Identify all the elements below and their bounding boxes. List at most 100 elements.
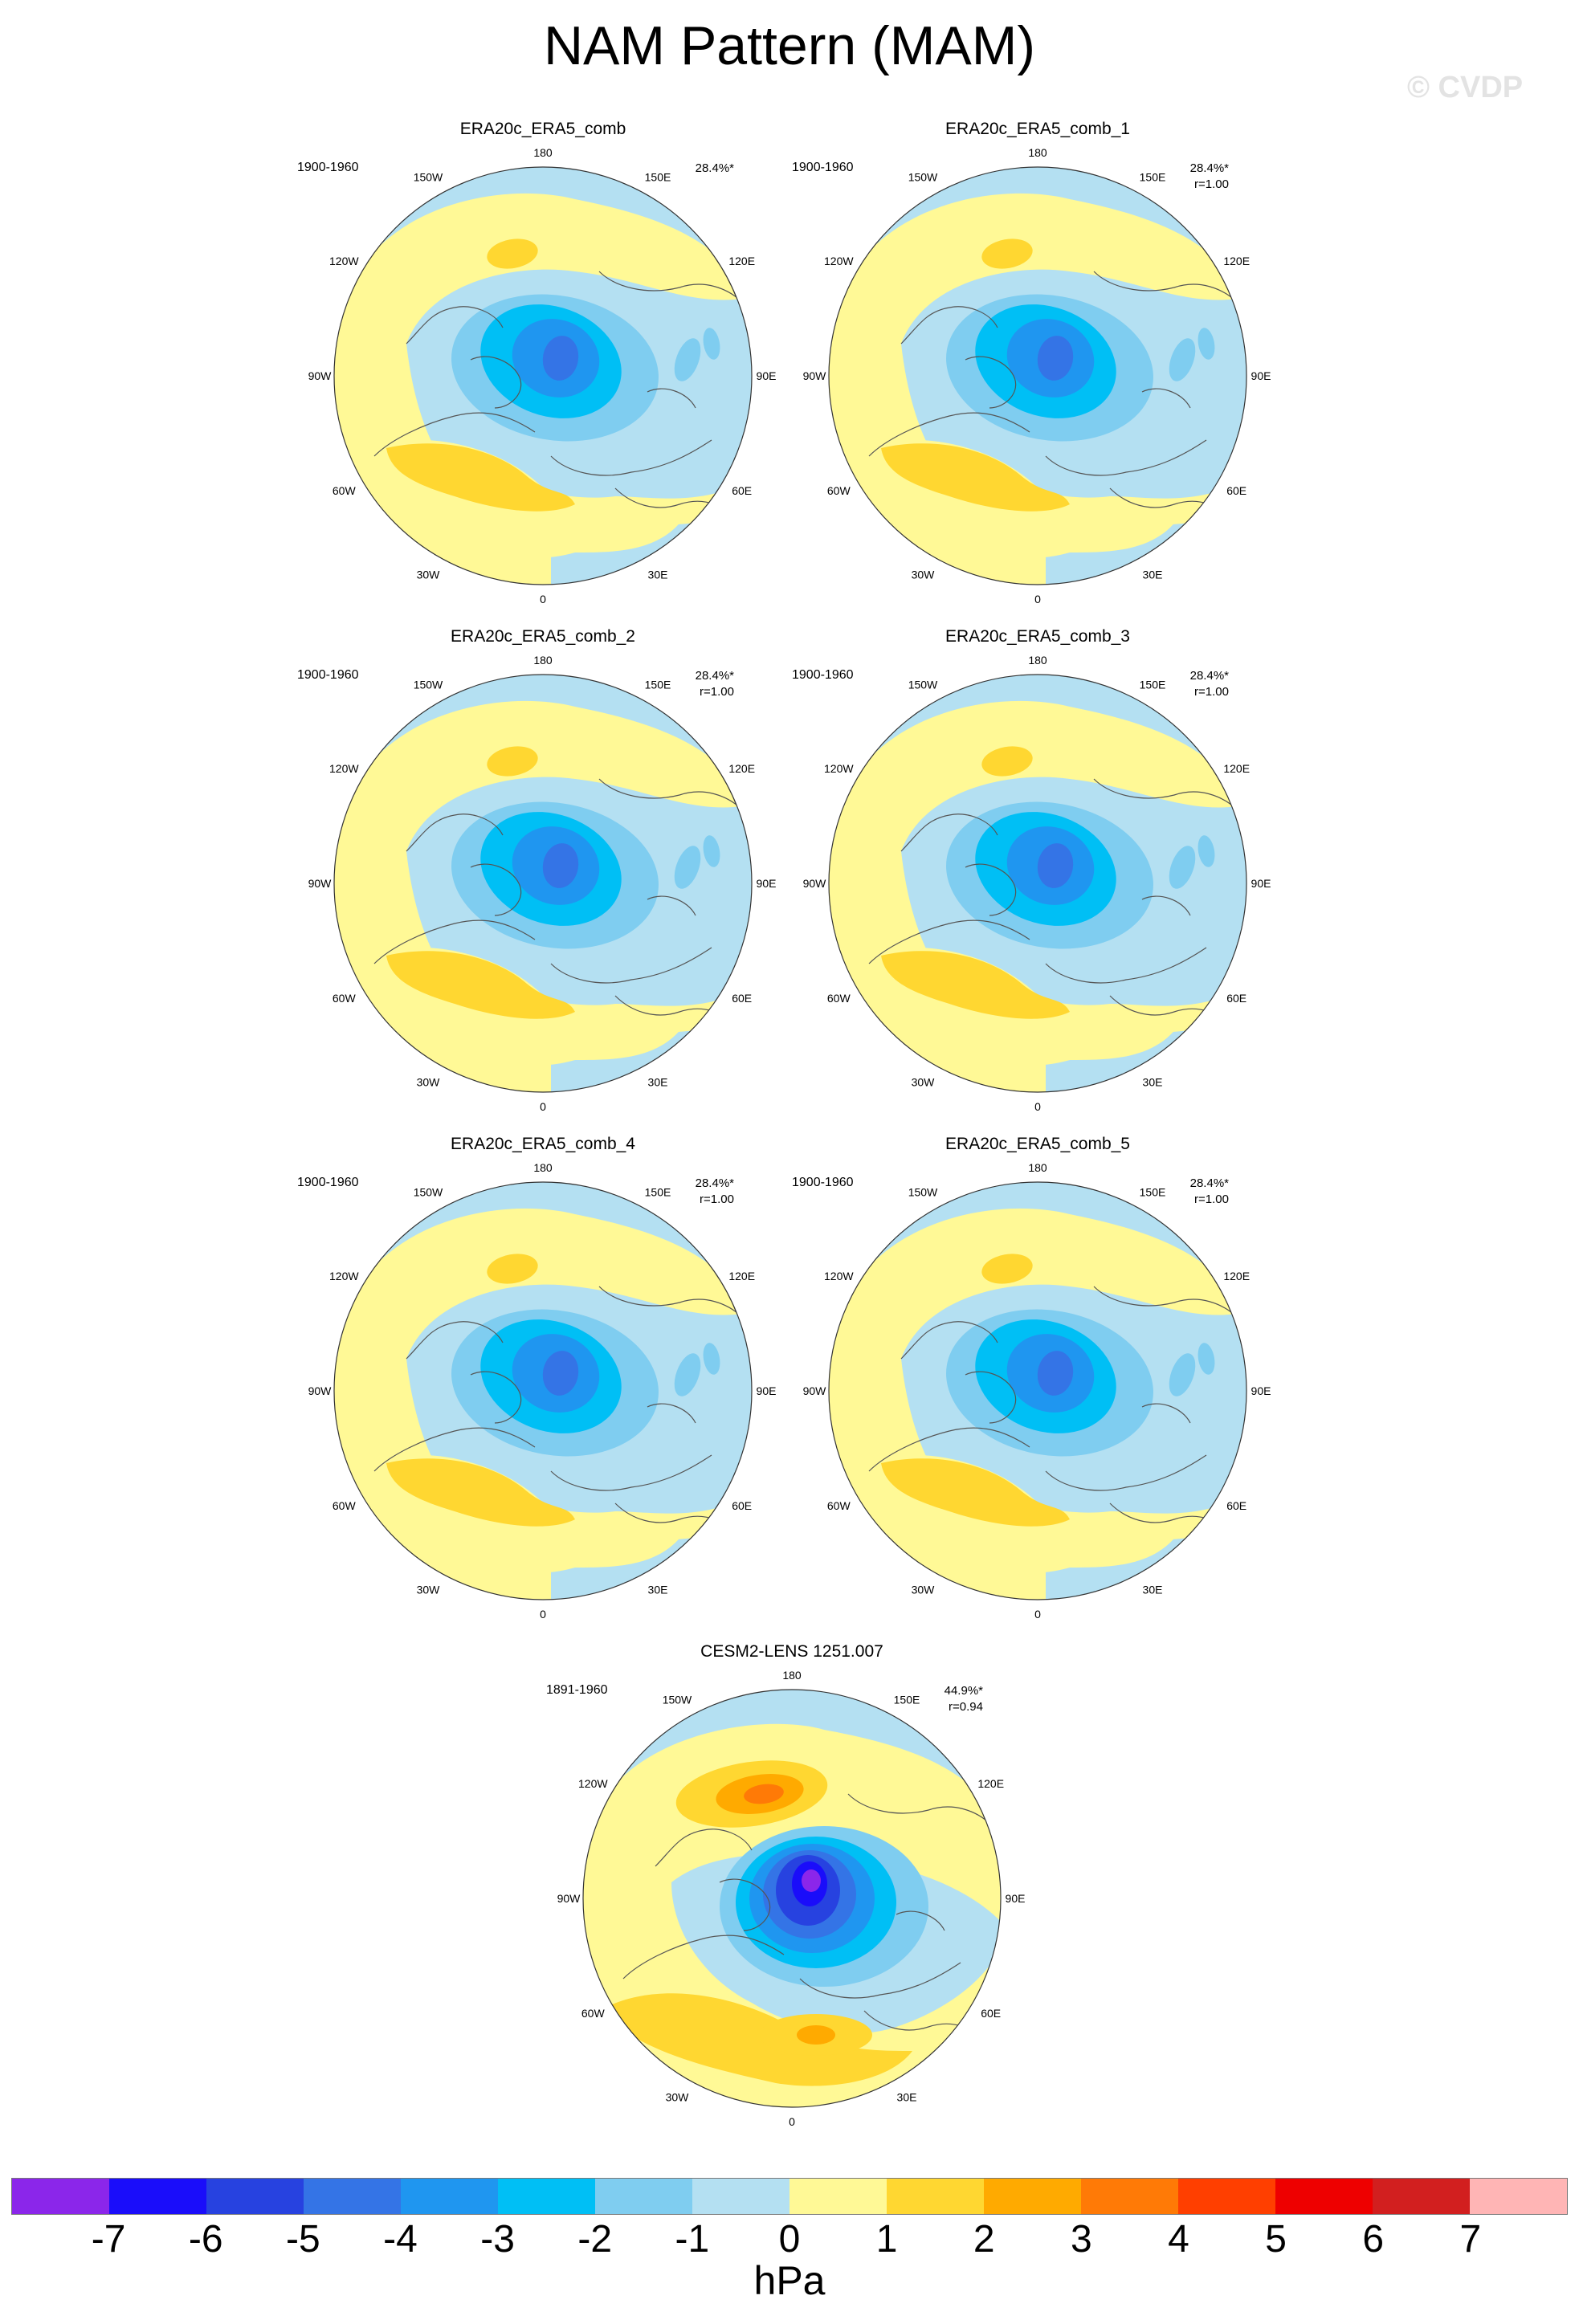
longitude-label: 150E (1140, 678, 1166, 691)
panel-period: 1900-1960 (792, 1176, 854, 1189)
coastline (900, 813, 998, 852)
map-panel: 180 150E 120E 90E 60E 30E 0 30W 60W 90W 120W 150W ER… (294, 1134, 792, 1624)
coastline (373, 919, 536, 964)
longitude-label: 150E (645, 1185, 671, 1198)
longitude-label: 180 (533, 654, 553, 667)
asia-patch-1 (674, 1353, 701, 1396)
colorbar-box (1373, 2179, 1470, 2214)
arctic-contour-4 (1037, 1351, 1074, 1396)
map-boundary (828, 166, 1247, 585)
map-boundary (828, 674, 1247, 1093)
longitude-label: 90W (803, 1384, 827, 1397)
pacific-gold-blob (487, 239, 538, 269)
coastline (406, 306, 504, 345)
longitude-label: 60E (732, 1499, 752, 1512)
coastline (1045, 439, 1207, 476)
longitude-label: 90W (308, 1384, 333, 1397)
longitude-label: 60E (732, 484, 752, 497)
panel-title: ERA20c_ERA5_comb_1 (945, 120, 1130, 138)
pacific-gold-blob (981, 239, 1033, 269)
pacific-gold-blob (487, 746, 538, 777)
longitude-label: 180 (782, 1669, 802, 1682)
longitude-label: 120E (728, 255, 755, 267)
pacific-gold-blob (981, 746, 1033, 777)
longitude-label: 180 (1028, 1161, 1047, 1174)
coastline (1045, 947, 1207, 984)
longitude-label: 30E (1143, 569, 1163, 581)
longitude-label: 150E (894, 1693, 920, 1706)
longitude-label: 180 (533, 1161, 553, 1174)
longitude-label: 120E (1223, 255, 1250, 267)
map-panel: 180 150E 120E 90E 60E 30E 0 30W 60W 90W 120W 150W ER… (789, 626, 1287, 1116)
variance-explained: 28.4%* (1189, 669, 1229, 683)
colorbar-tick-label: 4 (1168, 2218, 1189, 2261)
colorbar-tick-label: 0 (778, 2218, 801, 2261)
longitude-label: 90E (757, 877, 777, 890)
coastline (1093, 271, 1239, 304)
colorbar-box (887, 2179, 984, 2214)
atlantic-gold-band (881, 443, 1070, 512)
coastline (550, 439, 712, 476)
longitude-label: 0 (1034, 1100, 1041, 1113)
cvdp-watermark: © CVDP (1407, 71, 1524, 104)
asia-patch-1 (674, 846, 701, 889)
colorbar-tick-label: 5 (1265, 2218, 1287, 2261)
longitude-label: 120E (1223, 762, 1250, 775)
atlantic-gold-band (386, 443, 575, 512)
longitude-label: 30E (648, 569, 668, 581)
longitude-label: 0 (1034, 593, 1041, 605)
pacific-dark-orange-blob (744, 1784, 784, 1804)
map-panel: 180 150E 120E 90E 60E 30E 0 30W 60W 90W 120W 150W ER… (789, 1134, 1287, 1624)
coastline (799, 1962, 961, 1999)
asia-patch-2 (1198, 328, 1215, 360)
polar-map: 180 150E 120E 90E 60E 30E 0 30W 60W 90W 120W 150W (803, 1161, 1271, 1621)
polar-map: 180 150E 120E 90E 60E 30E 0 30W 60W 90W 120W 150W (308, 1161, 777, 1621)
polar-map: 180 150E 120E 90E 60E 30E 0 30W 60W 90W 120W 150W (803, 654, 1271, 1113)
asia-patch-1 (674, 338, 701, 381)
coastline (373, 412, 536, 457)
longitude-label: 150W (908, 1185, 938, 1198)
atlantic-gold-band (881, 1458, 1070, 1527)
longitude-label: 0 (789, 2115, 795, 2128)
colorbar-units: hPa (753, 2258, 826, 2303)
colorbar-tick-label: 6 (1362, 2218, 1385, 2261)
map-panel: 180 150E 120E 90E 60E 30E 0 30W 60W 90W 120W 150W ER… (294, 626, 792, 1116)
asia-patch-2 (1198, 1343, 1215, 1375)
coastline (719, 1878, 771, 1931)
coastline (622, 1935, 785, 1979)
longitude-label: 60E (732, 992, 752, 1005)
coastline (647, 895, 696, 916)
longitude-label: 0 (540, 1100, 546, 1113)
coastline (965, 356, 1017, 409)
panel-period: 1900-1960 (792, 668, 854, 682)
atlantic-positive-band (599, 1993, 912, 2086)
pattern-correlation: r=1.00 (1194, 177, 1229, 191)
longitude-label: 150W (414, 678, 443, 691)
polar-map: 180 150E 120E 90E 60E 30E 0 30W 60W 90W 120W 150W (803, 146, 1271, 605)
longitude-label: 120E (728, 762, 755, 775)
pacific-gold-blob (487, 1254, 538, 1284)
map-fill (334, 167, 752, 585)
longitude-label: 90W (803, 369, 827, 382)
longitude-label: 0 (1034, 1608, 1041, 1621)
longitude-label: 30E (648, 1076, 668, 1089)
colorbar-tick-label: -2 (577, 2218, 613, 2261)
coastline (900, 1321, 998, 1360)
coastline (965, 863, 1017, 916)
arctic-contour-4 (542, 1351, 579, 1396)
coastline (550, 947, 712, 984)
longitude-label: 90E (1251, 877, 1271, 890)
panel-period: 1900-1960 (792, 161, 854, 174)
colorbar-tick-label: -3 (480, 2218, 515, 2261)
longitude-label: 0 (540, 1608, 546, 1621)
pattern-correlation: r=0.94 (949, 1700, 983, 1714)
panel-period: 1900-1960 (297, 668, 359, 682)
longitude-label: 30W (912, 1076, 936, 1089)
coastline (900, 306, 998, 345)
longitude-label: 30E (1143, 1076, 1163, 1089)
arctic-contour-4 (1037, 336, 1074, 381)
panel-title: ERA20c_ERA5_comb_2 (451, 627, 635, 646)
asia-patch-2 (703, 835, 720, 867)
arctic-contour-4 (542, 336, 579, 381)
coastline (373, 1427, 536, 1472)
